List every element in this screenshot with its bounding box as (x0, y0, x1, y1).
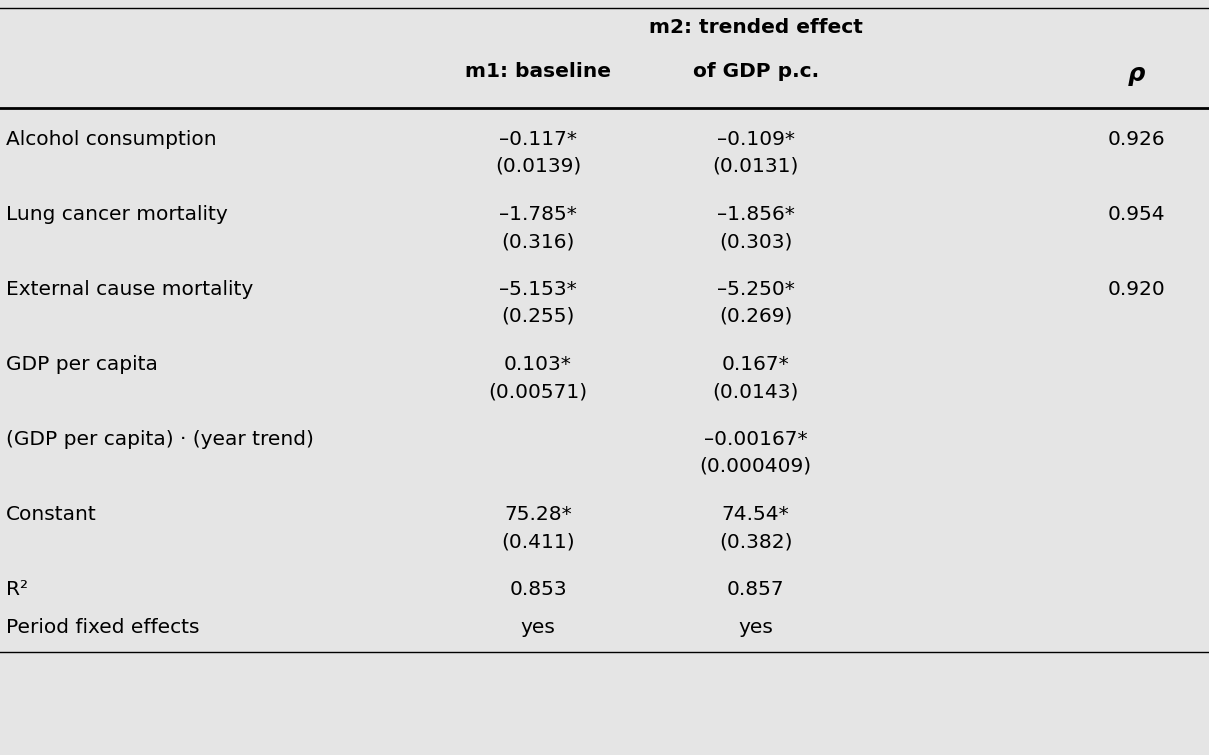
Text: 0.167*: 0.167* (722, 355, 789, 374)
Text: Alcohol consumption: Alcohol consumption (6, 130, 216, 149)
Text: (0.303): (0.303) (719, 232, 792, 251)
Text: 0.857: 0.857 (727, 580, 785, 599)
Text: Period fixed effects: Period fixed effects (6, 618, 199, 637)
Text: (GDP per capita) · (year trend): (GDP per capita) · (year trend) (6, 430, 314, 449)
Text: 0.954: 0.954 (1107, 205, 1165, 224)
Text: 0.926: 0.926 (1107, 130, 1165, 149)
Text: (0.000409): (0.000409) (700, 457, 811, 476)
Text: 74.54*: 74.54* (722, 505, 789, 524)
Text: m2: trended effect: m2: trended effect (649, 18, 862, 37)
Text: –1.785*: –1.785* (499, 205, 577, 224)
Text: –1.856*: –1.856* (717, 205, 794, 224)
Text: (0.382): (0.382) (719, 532, 792, 551)
Text: –0.109*: –0.109* (717, 130, 794, 149)
Text: (0.0143): (0.0143) (712, 382, 799, 401)
Text: 0.853: 0.853 (509, 580, 567, 599)
Text: (0.411): (0.411) (502, 532, 574, 551)
Text: ρ: ρ (1128, 62, 1145, 86)
Text: (0.0139): (0.0139) (494, 157, 582, 176)
Text: External cause mortality: External cause mortality (6, 280, 254, 299)
Text: (0.00571): (0.00571) (488, 382, 588, 401)
Text: (0.269): (0.269) (719, 307, 792, 326)
Text: Constant: Constant (6, 505, 97, 524)
Text: –5.153*: –5.153* (499, 280, 577, 299)
Text: Lung cancer mortality: Lung cancer mortality (6, 205, 227, 224)
Text: (0.316): (0.316) (502, 232, 574, 251)
Text: 75.28*: 75.28* (504, 505, 572, 524)
Text: of GDP p.c.: of GDP p.c. (693, 62, 818, 81)
Text: (0.0131): (0.0131) (712, 157, 799, 176)
Text: GDP per capita: GDP per capita (6, 355, 158, 374)
Text: yes: yes (521, 618, 555, 637)
Text: –5.250*: –5.250* (717, 280, 794, 299)
Text: 0.103*: 0.103* (504, 355, 572, 374)
Text: –0.00167*: –0.00167* (704, 430, 808, 449)
Text: yes: yes (739, 618, 773, 637)
Text: 0.920: 0.920 (1107, 280, 1165, 299)
Text: m1: baseline: m1: baseline (465, 62, 611, 81)
Text: R²: R² (6, 580, 28, 599)
Text: –0.117*: –0.117* (499, 130, 577, 149)
Text: (0.255): (0.255) (502, 307, 574, 326)
